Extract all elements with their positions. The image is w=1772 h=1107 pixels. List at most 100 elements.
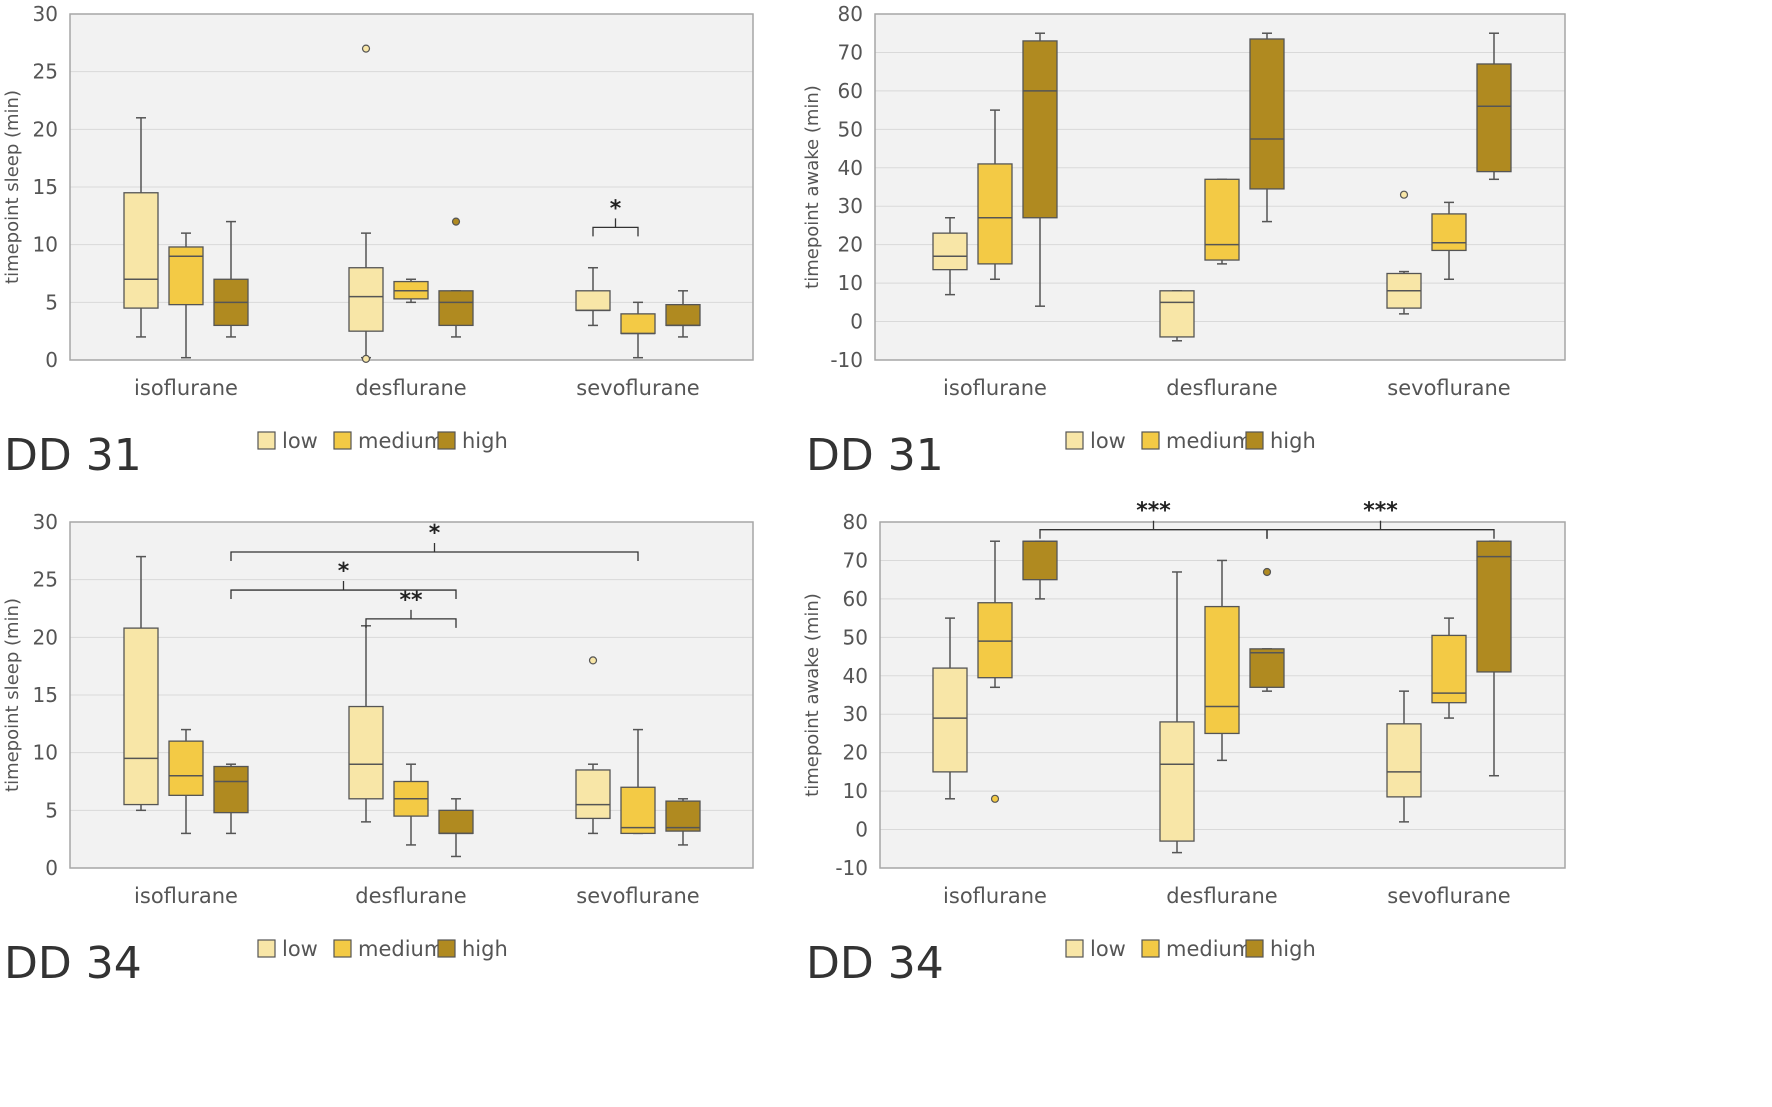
y-tick-label: 10 — [838, 271, 863, 295]
box-high-desflurane — [1249, 32, 1285, 223]
significance-bracket: * — [592, 196, 639, 237]
y-tick-label: 30 — [33, 2, 58, 26]
box-medium-isoflurane — [168, 728, 204, 835]
box-low-desflurane — [1159, 571, 1195, 854]
y-tick-label: 40 — [838, 156, 863, 180]
box-high-sevoflurane — [665, 290, 701, 338]
y-tick-label: 80 — [838, 2, 863, 26]
box-iqr — [1476, 63, 1512, 173]
bracket-line — [1266, 520, 1495, 539]
x-tick-label: sevoflurane — [576, 376, 699, 400]
x-tick-label: desflurane — [355, 376, 466, 400]
box-iqr — [1431, 634, 1467, 704]
significance-bracket: * — [230, 521, 639, 561]
y-tick-label: 60 — [838, 79, 863, 103]
significance-label: ** — [399, 588, 423, 613]
box-iqr — [932, 667, 968, 773]
box-high-desflurane — [1249, 567, 1285, 692]
box-iqr — [620, 786, 656, 835]
legend-swatch-medium — [1141, 939, 1160, 958]
y-tick-label: 10 — [33, 233, 58, 257]
box-medium-desflurane — [393, 278, 429, 304]
y-tick-label: 15 — [33, 683, 58, 707]
outlier-point — [361, 44, 371, 53]
x-tick-label: sevoflurane — [576, 884, 699, 908]
legend-swatch-medium — [333, 431, 352, 450]
y-tick-label: 50 — [843, 625, 868, 649]
outlier-point — [588, 656, 598, 665]
box-iqr — [665, 303, 701, 327]
box-low-isoflurane — [932, 217, 968, 296]
plot-frame — [879, 521, 1566, 869]
legend: low medium high — [257, 937, 508, 961]
box-iqr — [575, 769, 611, 820]
box-low-desflurane — [348, 625, 384, 823]
box-low-sevoflurane — [575, 656, 611, 835]
legend-label-medium: medium — [1166, 937, 1252, 961]
significance-label: * — [429, 521, 441, 546]
legend-label-low: low — [282, 937, 318, 961]
legend: low medium high — [257, 429, 508, 453]
x-tick-label: isoflurane — [134, 884, 238, 908]
box-high-desflurane — [438, 798, 474, 858]
box-high-isoflurane — [213, 220, 249, 338]
box-iqr — [438, 290, 474, 327]
y-tick-label: 10 — [33, 741, 58, 765]
outlier-point — [451, 217, 461, 226]
box-iqr — [977, 163, 1013, 265]
bracket-line — [365, 609, 457, 628]
box-iqr — [1022, 540, 1058, 581]
box-iqr — [575, 290, 611, 312]
box-medium-sevoflurane — [1431, 201, 1467, 281]
outlier-point — [1399, 190, 1409, 199]
x-tick-label: isoflurane — [134, 376, 238, 400]
box-iqr — [1386, 723, 1422, 798]
box-iqr — [213, 765, 249, 814]
outlier-point — [1262, 567, 1272, 577]
box-medium-sevoflurane — [620, 301, 656, 359]
legend-label-medium: medium — [358, 937, 444, 961]
plot-frame — [69, 13, 754, 361]
box-high-isoflurane — [1022, 540, 1058, 600]
y-tick-label: 10 — [843, 779, 868, 803]
y-axis-label: timepoint awake (min) — [802, 593, 823, 797]
outlier-point — [361, 354, 371, 363]
box-iqr — [1204, 178, 1240, 261]
y-tick-label: 80 — [843, 510, 868, 534]
box-iqr — [932, 232, 968, 271]
box-iqr — [1431, 213, 1467, 252]
chart-panel-3: 0 5 10 15 20 25 30 timepoint sleep (min) isoflur… — [2, 510, 754, 989]
box-iqr — [1249, 648, 1285, 688]
y-tick-label: 15 — [33, 175, 58, 199]
y-axis-label: timepoint awake (min) — [802, 85, 823, 289]
legend-label-high: high — [462, 937, 508, 961]
box-iqr — [1249, 38, 1285, 190]
panel-title: DD 34 — [4, 938, 142, 989]
y-tick-label: -10 — [830, 348, 863, 372]
legend-label-low: low — [1090, 937, 1126, 961]
panel-title: DD 31 — [4, 430, 142, 481]
legend-swatch-low — [257, 939, 276, 958]
significance-label: * — [610, 196, 622, 221]
y-tick-label: 60 — [843, 587, 868, 611]
y-tick-label: 30 — [33, 510, 58, 534]
box-low-desflurane — [348, 44, 384, 363]
legend-label-low: low — [282, 429, 318, 453]
box-iqr — [1476, 540, 1512, 673]
box-medium-isoflurane — [977, 109, 1013, 281]
y-axis-label: timepoint sleep (min) — [2, 598, 23, 792]
y-tick-label: 70 — [843, 548, 868, 572]
box-medium-sevoflurane — [1431, 617, 1467, 719]
legend-swatch-medium — [1141, 431, 1160, 450]
plot-frame — [874, 13, 1566, 361]
box-medium-desflurane — [1204, 178, 1240, 265]
box-iqr — [168, 740, 204, 796]
bracket-line — [592, 218, 639, 237]
legend-swatch-low — [1065, 431, 1084, 450]
y-tick-label: 5 — [45, 290, 58, 314]
legend-swatch-low — [257, 431, 276, 450]
box-iqr — [348, 705, 384, 800]
x-tick-label: isoflurane — [943, 884, 1047, 908]
box-iqr — [1204, 605, 1240, 735]
y-tick-label: 0 — [855, 818, 868, 842]
